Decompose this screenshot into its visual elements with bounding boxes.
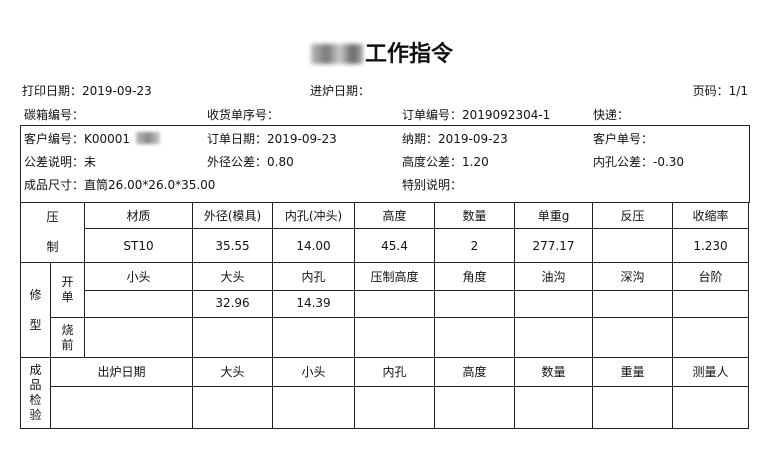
value-cell (514, 386, 593, 429)
header-cell: 内孔 (354, 357, 435, 387)
page-number: 页码：1/1 (692, 84, 748, 98)
delivery-date: 纳期：2019-09-23 (402, 132, 508, 146)
header-cell: 内孔(冲头) (272, 202, 355, 229)
value-cell: 2 (434, 228, 515, 263)
trim-value-row: 32.96 14.39 (21, 290, 749, 318)
special-note: 特别说明： (402, 178, 463, 192)
value-cell (592, 386, 673, 429)
inspect-label: 成品检验 (20, 357, 51, 429)
header-cell: 小头 (272, 357, 355, 387)
header-cell: 压制高度 (354, 262, 435, 291)
height-tolerance: 高度公差：1.20 (402, 155, 489, 169)
inspect-value-row (21, 386, 749, 429)
header-cell: 数量 (514, 357, 593, 387)
header-cell: 角度 (434, 262, 515, 291)
box-number: 碳箱编号： (24, 108, 85, 122)
header-cell: 出炉日期 (50, 357, 193, 387)
value-cell (50, 386, 193, 429)
value-cell: 32.96 (192, 290, 273, 318)
header-cell: 台阶 (672, 262, 749, 291)
header-cell: 数量 (434, 202, 515, 229)
print-date: 打印日期：2019-09-23 (22, 84, 152, 98)
blurred-customer-name (136, 132, 161, 144)
header-cell: 小头 (84, 262, 193, 291)
express: 快递： (593, 108, 630, 122)
od-tolerance: 外径公差：0.80 (207, 155, 294, 169)
value-cell: 35.55 (192, 228, 273, 263)
trim-header-row: 修型 开单 小头 大头 内孔 压制高度 角度 油沟 深沟 台阶 (20, 262, 749, 358)
value-cell: 45.4 (354, 228, 435, 263)
value-cell (354, 386, 435, 429)
customer-order-number: 客户单号： (593, 132, 654, 146)
value-cell: 1.230 (672, 228, 749, 263)
receipt-sequence: 收货单序号： (207, 108, 280, 122)
trim-label: 修型 (20, 262, 51, 358)
value-cell (354, 290, 435, 318)
value-cell: 14.00 (272, 228, 355, 263)
furnace-date: 进炉日期： (310, 84, 371, 98)
value-cell (272, 317, 355, 358)
value-cell (672, 317, 749, 358)
value-cell: 277.17 (514, 228, 593, 263)
value-cell (84, 290, 193, 318)
header-cell: 高度 (434, 357, 515, 387)
value-cell: ST10 (84, 228, 193, 263)
blurred-company-name (310, 44, 363, 64)
header-cell: 内孔 (272, 262, 355, 291)
header-cell: 收缩率 (672, 202, 749, 229)
value-cell (672, 290, 749, 318)
value-cell (514, 290, 593, 318)
header-cell: 高度 (354, 202, 435, 229)
header-cell: 深沟 (592, 262, 673, 291)
value-cell (592, 290, 673, 318)
value-cell (514, 317, 593, 358)
value-cell (192, 386, 273, 429)
inspect-header-row: 成品检验 出炉日期 大头 小头 内孔 高度 数量 重量 测量人 (20, 357, 749, 429)
tolerance-note: 公差说明：未 (24, 155, 97, 169)
value-cell (592, 228, 673, 263)
value-cell (672, 386, 749, 429)
header-cell: 单重g (514, 202, 593, 229)
finished-size: 成品尺寸：直筒26.00*26.0*35.00 (24, 178, 216, 192)
pre-sinter-label: 烧前 (50, 317, 85, 358)
order-number: 订单编号：2019092304-1 (402, 108, 551, 122)
pre-sinter-row: 烧前 (21, 317, 749, 358)
value-cell (434, 290, 515, 318)
value-cell: 14.39 (272, 290, 355, 318)
value-cell (84, 317, 193, 358)
order-info-box (20, 125, 750, 203)
header-cell: 材质 (84, 202, 193, 229)
value-cell (354, 317, 435, 358)
header-cell: 大头 (192, 357, 273, 387)
value-cell (434, 386, 515, 429)
header-cell: 测量人 (672, 357, 749, 387)
value-cell (592, 317, 673, 358)
header-cell: 大头 (192, 262, 273, 291)
work-order-table: 压制 材质 外径(模具) 内孔(冲头) 高度 数量 单重g 反压 收缩率 ST1… (20, 202, 749, 429)
value-cell (192, 317, 273, 358)
press-label: 压制 (20, 202, 85, 263)
header-cell: 重量 (592, 357, 673, 387)
press-header-row: 压制 材质 外径(模具) 内孔(冲头) 高度 数量 单重g 反压 收缩率 (20, 202, 749, 263)
value-cell (272, 386, 355, 429)
order-date: 订单日期：2019-09-23 (207, 132, 337, 146)
customer-number: 客户编号：K00001 (24, 130, 161, 147)
header-cell: 反压 (592, 202, 673, 229)
press-value-row: ST10 35.55 14.00 45.4 2 277.17 1.230 (21, 228, 749, 263)
open-label: 开单 (50, 262, 85, 318)
header-cell: 油沟 (514, 262, 593, 291)
page-title: 工作指令 (0, 36, 764, 68)
id-tolerance: 内孔公差：-0.30 (593, 155, 685, 169)
header-cell: 外径(模具) (192, 202, 273, 229)
value-cell (434, 317, 515, 358)
